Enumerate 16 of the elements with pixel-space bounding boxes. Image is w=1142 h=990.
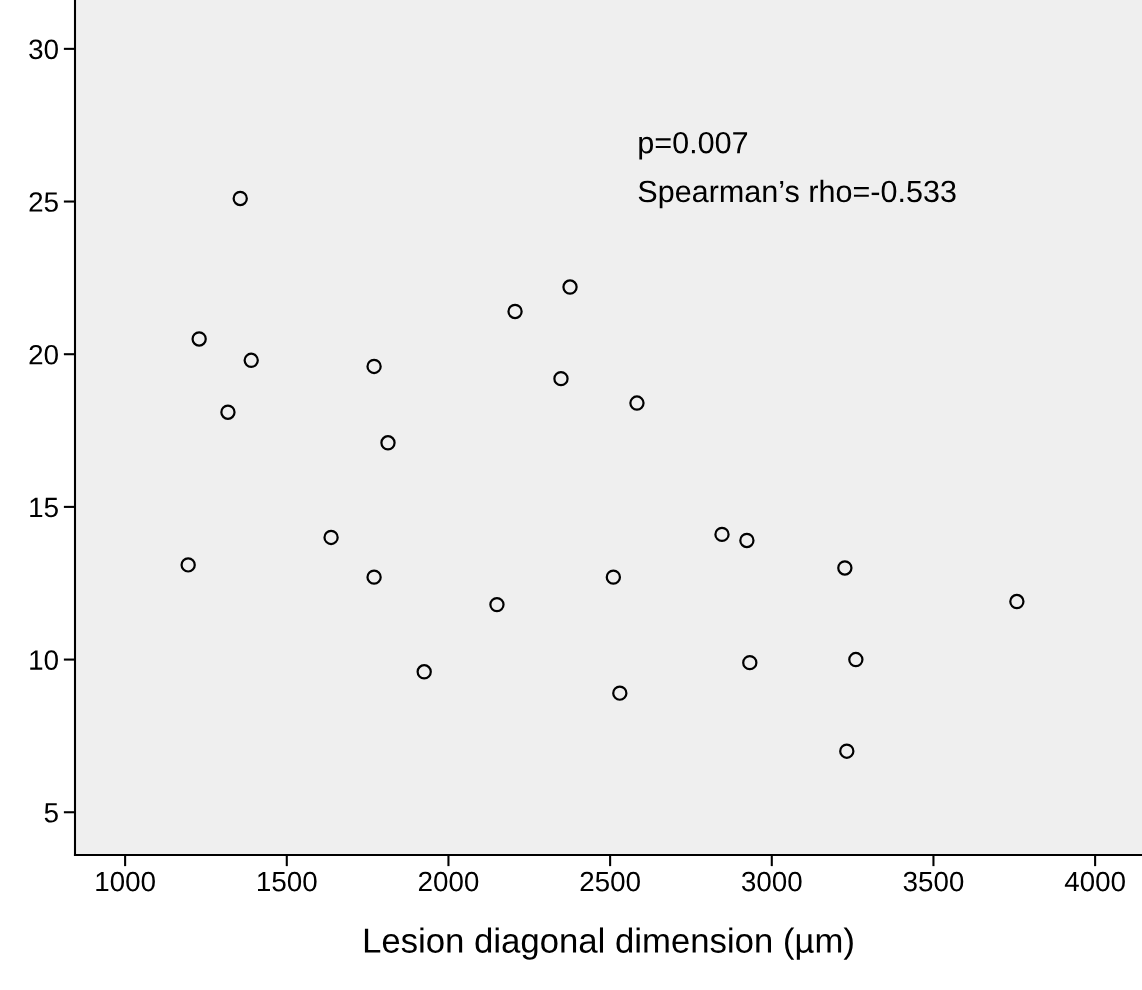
y-tick-label: 25 bbox=[29, 192, 58, 212]
x-tick-label: 3500 bbox=[903, 871, 964, 892]
x-tick-label: 4000 bbox=[1064, 871, 1125, 892]
y-tick-label: 15 bbox=[30, 497, 58, 518]
y-tick-label: 10 bbox=[30, 650, 58, 670]
x-tick-label: 2500 bbox=[580, 871, 640, 892]
x-tick-label: 1500 bbox=[258, 871, 317, 892]
x-tick-label: 1000 bbox=[96, 871, 155, 892]
x-tick-label: 2000 bbox=[418, 871, 479, 892]
x-tick-label: 3000 bbox=[741, 871, 802, 892]
y-tick-label: 5 bbox=[44, 803, 58, 823]
y-tick-label: 20 bbox=[29, 344, 58, 365]
annotation: Spearman’s rho=-0.533 bbox=[638, 179, 956, 209]
annotation: p=0.007 bbox=[639, 131, 748, 160]
x-axis-title: Lesion diagonal dimension (µm) bbox=[364, 927, 853, 960]
y-tick-label: 30 bbox=[29, 39, 58, 60]
